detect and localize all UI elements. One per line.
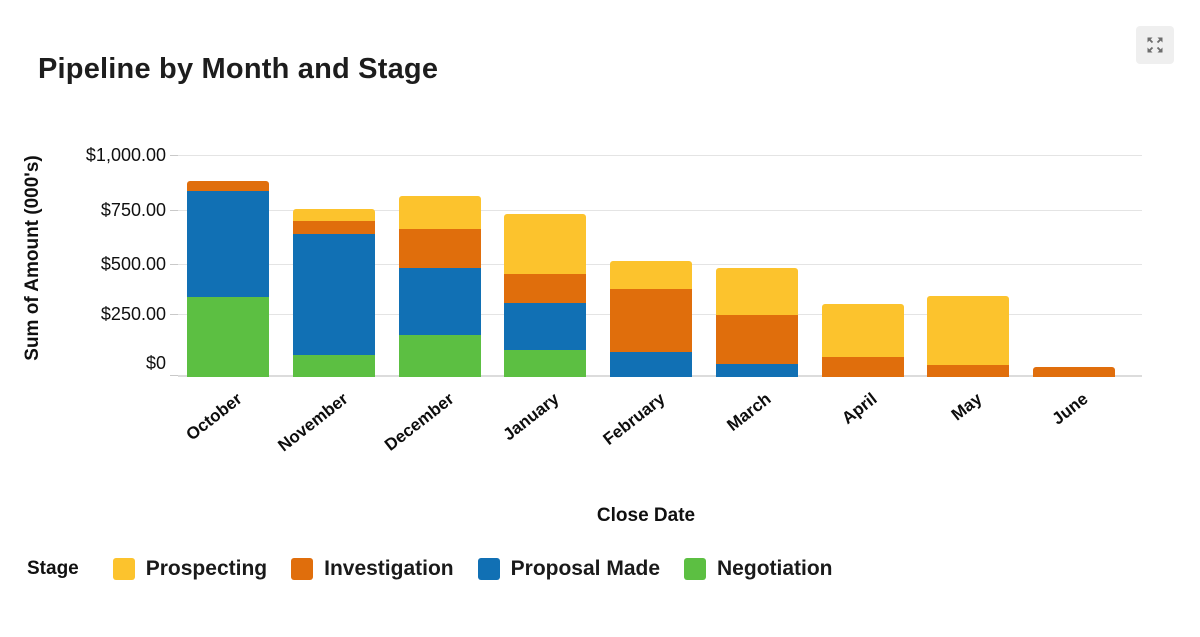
y-tick-label: $0 xyxy=(145,353,166,373)
bar-april[interactable] xyxy=(821,303,904,377)
bar-segment-prospecting[interactable] xyxy=(821,303,904,357)
legend-label: Investigation xyxy=(324,557,454,580)
bar-segment-investigation[interactable] xyxy=(187,180,269,191)
y-tick-label: $1,000.00 xyxy=(85,145,166,165)
bar-segment-investigation[interactable] xyxy=(927,364,1010,377)
bar-january[interactable] xyxy=(504,213,587,377)
bar-segment-prospecting[interactable] xyxy=(504,213,587,274)
y-axis-tick xyxy=(170,210,178,211)
bar-segment-proposal-made[interactable] xyxy=(187,190,269,298)
bar-segment-prospecting[interactable] xyxy=(292,209,375,221)
bar-segment-negotiation[interactable] xyxy=(292,354,375,377)
legend-item-prospecting[interactable]: Prospecting xyxy=(112,557,268,581)
bar-segment-prospecting[interactable] xyxy=(398,196,481,230)
gridline xyxy=(178,155,1142,156)
bar-segment-proposal-made[interactable] xyxy=(504,302,587,351)
bar-segment-negotiation[interactable] xyxy=(504,350,587,377)
y-tick-label: $250.00 xyxy=(100,304,166,324)
bar-segment-investigation[interactable] xyxy=(610,289,692,352)
x-axis-title: Close Date xyxy=(596,505,696,526)
legend-item-proposal-made[interactable]: Proposal Made xyxy=(477,557,661,581)
legend-swatch-negotiation xyxy=(684,558,707,580)
bar-segment-investigation[interactable] xyxy=(715,314,798,364)
bar-segment-prospecting[interactable] xyxy=(610,260,692,290)
plot-area: Sum of Amount (000's) Close Date $1,000.… xyxy=(22,145,1142,526)
bar-segment-prospecting[interactable] xyxy=(715,268,798,315)
bar-segment-investigation[interactable] xyxy=(292,220,375,234)
page-title: Pipeline by Month and Stage xyxy=(38,53,439,86)
legend-title: Stage xyxy=(27,558,79,579)
legend-item-investigation[interactable]: Investigation xyxy=(291,557,454,581)
bar-segment-proposal-made[interactable] xyxy=(398,268,481,335)
bar-segment-proposal-made[interactable] xyxy=(610,351,692,377)
bar-segment-proposal-made[interactable] xyxy=(292,233,375,355)
bar-segment-negotiation[interactable] xyxy=(187,297,269,377)
legend: Stage Prospecting Investigation Proposal M… xyxy=(27,557,857,581)
legend-label: Prospecting xyxy=(145,557,268,580)
legend-label: Negotiation xyxy=(717,557,833,580)
legend-swatch-investigation xyxy=(291,558,314,580)
legend-item-negotiation[interactable]: Negotiation xyxy=(684,557,833,581)
expand-icon xyxy=(1145,35,1165,55)
y-axis-tick xyxy=(170,375,178,376)
legend-label: Proposal Made xyxy=(510,557,661,580)
bar-segment-negotiation[interactable] xyxy=(398,334,481,377)
y-axis-tick xyxy=(170,264,178,265)
y-tick-label: $750.00 xyxy=(100,200,166,220)
bar-november[interactable] xyxy=(292,209,375,377)
bar-segment-investigation[interactable] xyxy=(821,357,904,377)
bar-may[interactable] xyxy=(927,296,1010,377)
bar-segment-proposal-made[interactable] xyxy=(715,363,798,377)
y-tick-label: $500.00 xyxy=(100,254,166,274)
bar-june[interactable] xyxy=(1033,367,1115,377)
legend-swatch-prospecting xyxy=(112,558,135,580)
bar-march[interactable] xyxy=(715,268,798,377)
bar-segment-investigation[interactable] xyxy=(1033,367,1115,377)
legend-swatch-proposal-made xyxy=(477,558,500,580)
y-axis-tick xyxy=(170,155,178,156)
bar-february[interactable] xyxy=(610,260,692,377)
bar-october[interactable] xyxy=(187,180,269,377)
y-axis-tick xyxy=(170,314,178,315)
bar-segment-investigation[interactable] xyxy=(398,229,481,269)
gridline xyxy=(178,210,1142,211)
expand-button[interactable] xyxy=(1136,26,1174,64)
bar-december[interactable] xyxy=(398,196,481,377)
bar-segment-investigation[interactable] xyxy=(504,273,587,303)
bar-segment-prospecting[interactable] xyxy=(927,296,1010,365)
